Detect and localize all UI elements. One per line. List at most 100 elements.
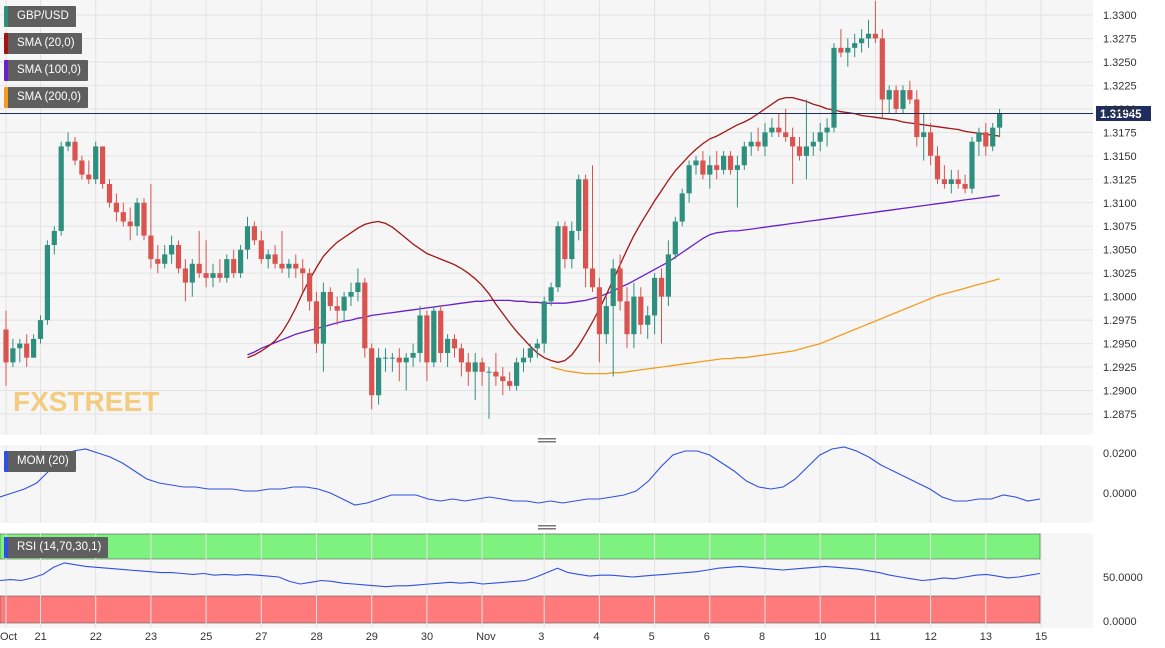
candle [748, 132, 754, 156]
candle [845, 38, 851, 67]
candle-body [562, 226, 568, 260]
candle-body [817, 132, 823, 142]
candle [741, 141, 747, 170]
time-tick-label: 11 [869, 631, 880, 643]
candle-body [700, 160, 706, 175]
candle-body [72, 141, 78, 161]
sma100-legend[interactable]: SMA (100,0) [4, 60, 88, 81]
candle [865, 19, 872, 48]
price-tick-label: 1.2900 [1103, 386, 1137, 398]
sma100-line [247, 194, 1000, 356]
main-pane-bg [0, 0, 1093, 435]
candle [652, 273, 658, 335]
price-tick-label: 1.3100 [1103, 198, 1137, 210]
candle [783, 108, 789, 142]
sma20-legend[interactable]: SMA (20,0) [4, 33, 82, 54]
candle [265, 249, 271, 269]
candle-body [134, 202, 140, 227]
candle-body [934, 155, 941, 180]
candle-body [265, 254, 271, 260]
price-tick-label: 1.2975 [1103, 315, 1137, 327]
candle [51, 226, 57, 255]
candle-body [769, 127, 775, 133]
candle [520, 348, 527, 372]
candle [707, 155, 713, 189]
time-tick-label: 30 [421, 631, 433, 643]
candle-body [548, 287, 554, 302]
momentum-legend[interactable]: MOM (20) [4, 451, 76, 472]
last-price-tag [1096, 106, 1151, 121]
candle [334, 296, 340, 325]
candle-body [100, 146, 106, 184]
price-tick-label: 1.2875 [1103, 409, 1137, 421]
price-tick-label: 1.2925 [1103, 362, 1137, 374]
rsi-legend[interactable]: RSI (14,70,30,1) [4, 537, 109, 558]
candle [431, 306, 437, 368]
candle [182, 259, 188, 302]
sma200-legend[interactable]: SMA (200,0) [4, 87, 88, 108]
candle [362, 277, 368, 358]
candle [258, 230, 264, 264]
candle-body [24, 343, 30, 358]
candle-body [610, 268, 616, 307]
candle [507, 371, 513, 391]
candle-body [203, 273, 209, 278]
pane-resize-handle[interactable] [538, 438, 556, 443]
candle [293, 254, 299, 278]
price-tick-label: 1.3225 [1103, 80, 1137, 92]
candle-body [438, 310, 444, 353]
candle-body [983, 132, 989, 147]
candle [831, 43, 837, 133]
candle-body [714, 165, 720, 170]
candle [141, 198, 147, 241]
candle [693, 155, 699, 175]
candle-body [583, 179, 589, 269]
watermark: FXSTREET [13, 386, 159, 417]
candle-body [520, 357, 527, 363]
candle-body [941, 179, 947, 184]
candle [72, 137, 78, 166]
candle [734, 155, 740, 208]
pane-resize-handle[interactable] [538, 525, 556, 530]
candle [224, 254, 230, 283]
candle [658, 268, 665, 344]
candle-body [658, 277, 665, 297]
candle-body [969, 141, 975, 189]
time-tick-label: 10 [814, 631, 826, 643]
candle-body [396, 357, 402, 363]
symbol-label[interactable]: GBP/USD [4, 6, 76, 27]
candle [610, 259, 616, 377]
momentum-tick-label: 0.0000 [1103, 488, 1137, 500]
candle [852, 33, 858, 58]
candle [976, 127, 982, 156]
candle-body [382, 357, 389, 359]
candle-body [293, 263, 299, 269]
candle [921, 113, 927, 161]
candle-body [334, 306, 340, 311]
candle-body [534, 343, 540, 349]
candle [445, 334, 451, 368]
candle-body [900, 90, 906, 109]
candle-body [921, 132, 927, 138]
candle-body [93, 146, 99, 180]
candle-body [106, 183, 113, 203]
candle [679, 188, 685, 227]
candle [79, 155, 85, 180]
price-tick-label: 1.3300 [1103, 10, 1137, 22]
candle-body [928, 132, 934, 156]
candle [645, 306, 651, 339]
candle-body [141, 202, 147, 236]
candle-body [721, 155, 727, 170]
candle [279, 230, 285, 274]
candle-body [389, 357, 395, 359]
candle-body [320, 291, 326, 344]
candle-body [169, 245, 175, 255]
candle [776, 113, 782, 138]
last-price-value: 1.31945 [1100, 109, 1142, 121]
candle [203, 240, 209, 288]
candle-body [465, 362, 471, 372]
candle-body [831, 47, 837, 128]
momentum-pane-bg [0, 445, 1093, 523]
candle-body [31, 338, 37, 358]
candle-body [120, 212, 126, 222]
